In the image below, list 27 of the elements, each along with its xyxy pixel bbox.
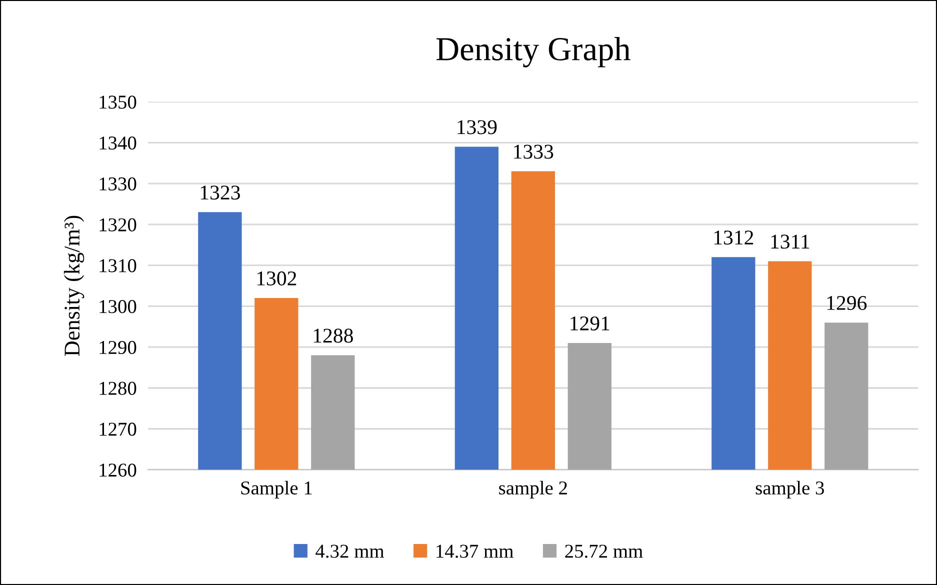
data-label: 1311 (771, 234, 810, 249)
legend-label: 4.32 mm (316, 544, 384, 558)
x-tick-label: sample 2 (499, 480, 567, 498)
data-label: 1302 (257, 271, 296, 286)
data-label: 1339 (458, 120, 497, 134)
y-tick-label: 1350 (100, 96, 136, 109)
y-tick-label: 1310 (100, 259, 136, 272)
y-tick-label: 1340 (100, 136, 136, 150)
y-tick-label: 1270 (100, 422, 136, 436)
chart-title: Density Graph (436, 36, 630, 68)
y-tick-label: 1330 (100, 177, 136, 190)
x-tick-label: sample 3 (756, 480, 824, 498)
y-tick-label: 1290 (100, 340, 136, 354)
y-tick-label: 1300 (100, 300, 136, 314)
y-tick-label: 1280 (100, 382, 136, 395)
data-label: 1333 (514, 144, 554, 159)
data-label: 1291 (570, 316, 610, 330)
data-label: 1288 (314, 328, 353, 343)
data-label: 1312 (714, 230, 754, 245)
data-label: 1323 (200, 186, 240, 200)
legend-label: 25.72 mm (565, 544, 643, 558)
y-tick-label: 1320 (100, 218, 136, 232)
x-tick-label: Sample 1 (241, 480, 312, 498)
y-tick-label: 1260 (100, 464, 136, 477)
y-axis-title: Density (kg/m³) (64, 216, 84, 356)
data-label: 1296 (827, 296, 867, 310)
legend-label: 14.37 mm (436, 544, 514, 558)
